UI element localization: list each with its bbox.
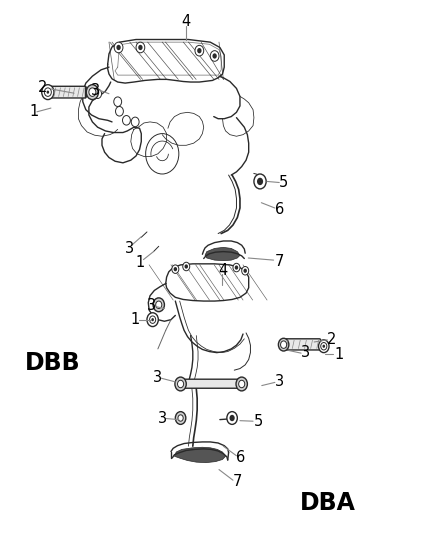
Circle shape [321,343,327,350]
Text: 3: 3 [158,410,167,425]
Circle shape [227,411,237,424]
Circle shape [244,269,247,273]
Circle shape [254,174,266,189]
Circle shape [281,341,287,349]
Circle shape [239,380,245,387]
Circle shape [89,88,96,96]
Circle shape [183,262,190,271]
Circle shape [195,45,204,56]
Text: 2: 2 [327,332,336,347]
Text: 4: 4 [218,263,227,278]
FancyBboxPatch shape [181,379,242,388]
Circle shape [136,42,145,53]
Circle shape [46,91,49,94]
Circle shape [235,265,238,270]
Circle shape [242,266,249,275]
Text: 4: 4 [182,14,191,29]
Polygon shape [205,247,240,261]
Circle shape [177,380,184,387]
Circle shape [151,318,154,321]
Text: 3: 3 [275,374,284,390]
Text: 3: 3 [91,83,100,98]
FancyBboxPatch shape [283,339,321,350]
Polygon shape [174,447,226,463]
Text: 5: 5 [279,175,288,190]
Text: 7: 7 [233,474,243,489]
Circle shape [175,411,186,424]
Circle shape [116,107,124,116]
Circle shape [114,97,122,107]
Circle shape [173,267,177,271]
Text: DBB: DBB [25,351,80,375]
Text: 6: 6 [275,201,284,216]
Circle shape [155,301,162,309]
Circle shape [322,345,325,348]
Circle shape [42,85,54,100]
Circle shape [131,117,139,127]
Circle shape [184,264,188,269]
Text: DBA: DBA [300,491,356,515]
Circle shape [117,45,121,50]
Circle shape [44,88,51,96]
Circle shape [94,89,102,99]
Circle shape [172,265,179,273]
Circle shape [86,85,99,100]
Circle shape [138,45,143,50]
Circle shape [210,51,219,61]
Circle shape [318,340,329,353]
Circle shape [212,53,217,59]
Circle shape [153,298,164,312]
Circle shape [123,116,131,125]
Circle shape [150,316,155,324]
Circle shape [147,313,158,327]
Text: 1: 1 [29,104,39,119]
Text: 3: 3 [147,298,156,313]
Text: 2: 2 [39,80,48,95]
Circle shape [236,377,247,391]
FancyBboxPatch shape [51,86,86,98]
Circle shape [197,48,201,53]
Text: 7: 7 [275,254,284,269]
Text: 3: 3 [152,369,162,385]
Circle shape [114,42,123,53]
Circle shape [233,263,240,272]
Text: 3: 3 [301,345,310,360]
Text: 5: 5 [254,414,263,429]
Text: 1: 1 [136,255,145,270]
Circle shape [279,338,289,351]
Text: 1: 1 [131,312,140,327]
Text: 6: 6 [236,450,245,465]
Circle shape [257,177,263,185]
Text: 1: 1 [335,346,344,362]
Circle shape [178,415,183,421]
Circle shape [230,415,235,421]
Circle shape [175,377,186,391]
Text: 3: 3 [125,241,134,256]
